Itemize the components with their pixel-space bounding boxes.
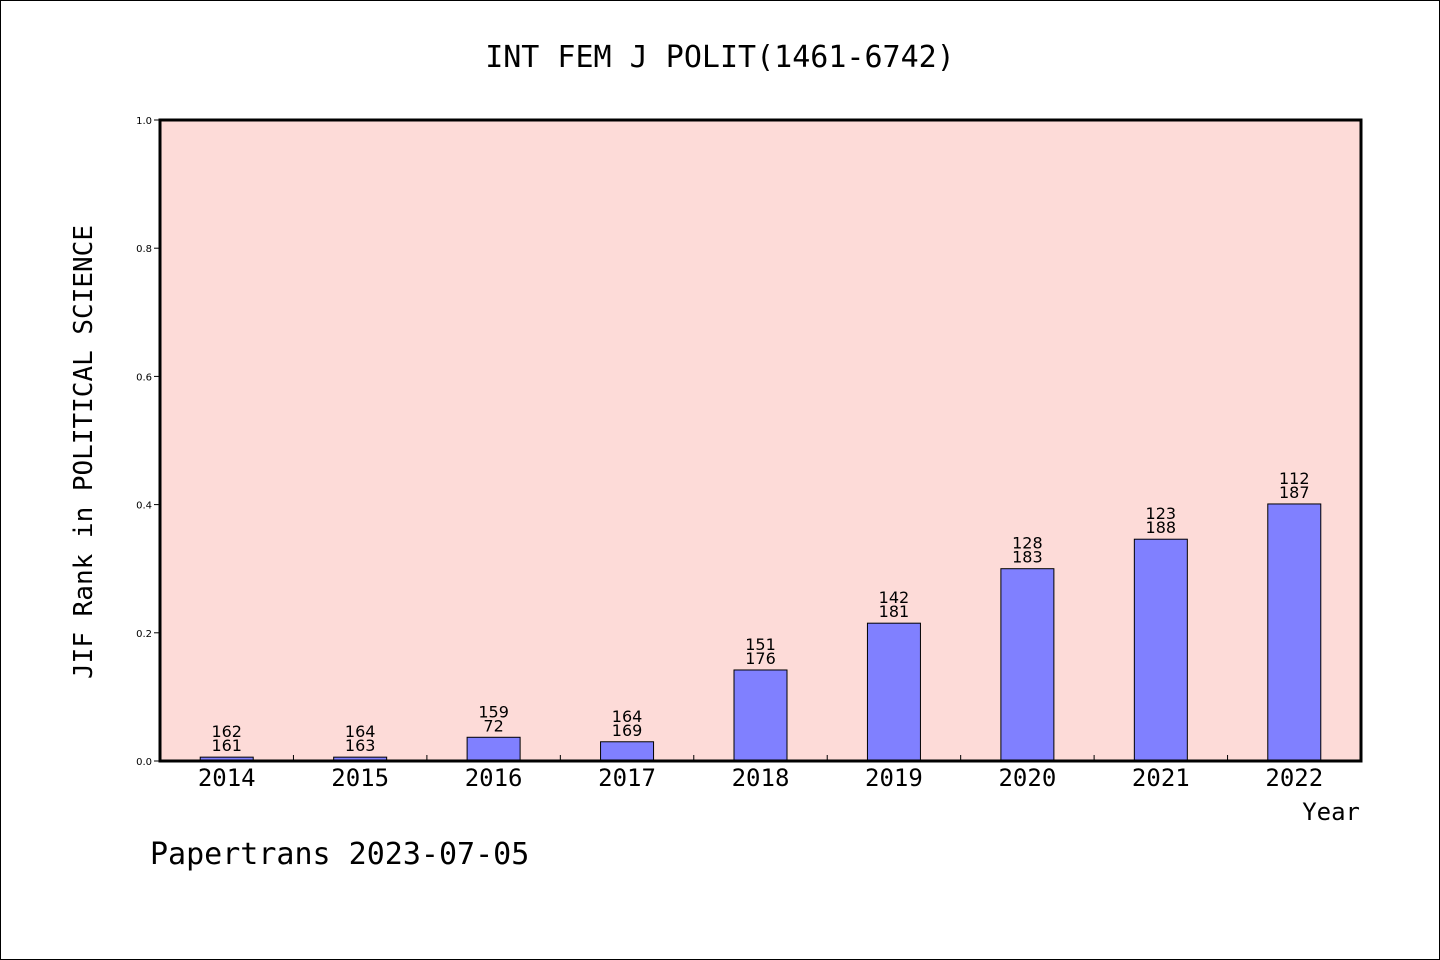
bar-label-rank: 142 [879, 588, 910, 607]
bar-series [199, 503, 1322, 762]
bar-label-rank: 151 [745, 635, 776, 654]
bar-label-rank: 123 [1146, 504, 1177, 523]
y-tick-label: 0.6 [136, 372, 152, 383]
bar [1267, 503, 1322, 762]
bar-label-total: 181 [879, 602, 910, 621]
bar-label-total: 169 [612, 721, 643, 740]
bar-label-total: 187 [1279, 483, 1310, 502]
bar-label-rank: 162 [211, 722, 242, 741]
bar-label-rank: 164 [345, 722, 376, 741]
bar-label-total: 161 [211, 736, 242, 755]
plot-frame [158, 118, 1363, 763]
x-tick-label: 2021 [1132, 764, 1190, 792]
y-tick-label: 1.0 [136, 116, 152, 127]
chart-title: INT FEM J POLIT(1461-6742) [485, 40, 955, 75]
x-tick-label: 2020 [998, 764, 1056, 792]
x-tick-label: 2015 [331, 764, 389, 792]
y-tick-label: 0.4 [136, 501, 152, 512]
bar-label-total: 188 [1146, 518, 1177, 537]
bar [1133, 538, 1188, 762]
bar-label-rank: 159 [478, 702, 509, 721]
x-axis-label: Year [1302, 798, 1360, 826]
y-axis: 0.0 0.2 0.4 0.6 0.8 1.0 [136, 116, 160, 768]
bar [866, 622, 921, 762]
bar [466, 736, 521, 762]
bar-label-total: 176 [745, 649, 776, 668]
bar-labels: 1621611641631597216416915117614218112818… [211, 469, 1309, 755]
bar [600, 741, 655, 762]
bar [1000, 568, 1055, 762]
y-axis-label: JIF Rank in POLITICAL SCIENCE [69, 225, 99, 679]
x-tick-label: 2022 [1265, 764, 1323, 792]
x-tick-label: 2018 [732, 764, 790, 792]
y-tick-label: 0.2 [136, 629, 152, 640]
bar-label-rank: 128 [1012, 534, 1043, 553]
bar-label-total: 183 [1012, 548, 1043, 567]
bar-label-rank: 164 [612, 707, 643, 726]
x-tick-label: 2014 [198, 764, 256, 792]
x-axis: 2014 2015 2016 2017 2018 2019 2020 2021 2022 [198, 755, 1323, 792]
watermark-text: Papertrans 2023-07-05 [150, 837, 529, 872]
y-tick-label: 0.8 [136, 244, 152, 255]
x-tick-label: 2019 [865, 764, 923, 792]
bar-label-rank: 112 [1279, 469, 1310, 488]
x-tick-label: 2017 [598, 764, 656, 792]
x-tick-label: 2016 [465, 764, 523, 792]
y-tick-label: 0.0 [136, 757, 152, 768]
bar-label-total: 163 [345, 736, 376, 755]
bar-label-total: 72 [483, 716, 503, 735]
bar [733, 669, 788, 762]
